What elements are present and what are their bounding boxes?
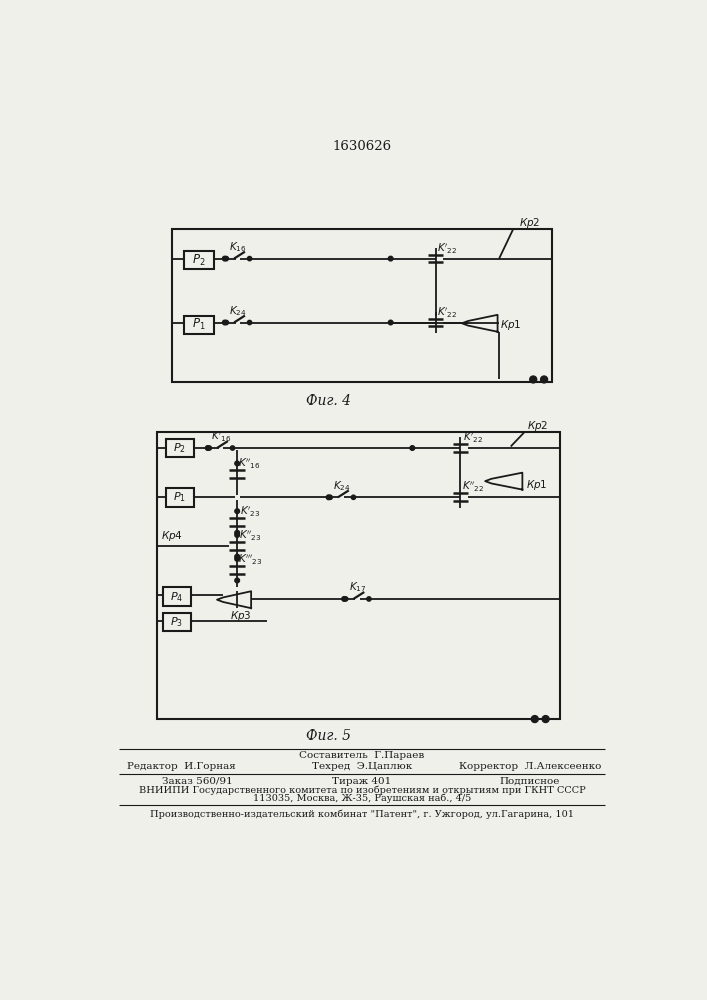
Circle shape (410, 446, 414, 450)
Text: $Кр3$: $Кр3$ (230, 609, 252, 623)
Text: $K'_{22}$: $K'_{22}$ (463, 431, 484, 445)
Circle shape (235, 533, 240, 537)
Text: Тираж 401: Тираж 401 (332, 777, 392, 786)
Text: $P_2$: $P_2$ (173, 441, 186, 455)
Text: $K''_{23}$: $K''_{23}$ (239, 529, 262, 543)
Circle shape (235, 509, 240, 513)
Circle shape (235, 530, 240, 535)
Text: $P_4$: $P_4$ (170, 590, 183, 604)
Text: $K_{24}$: $K_{24}$ (333, 479, 351, 493)
Circle shape (542, 716, 549, 723)
Circle shape (344, 597, 348, 601)
Text: Составитель  Г.Параев: Составитель Г.Параев (299, 751, 425, 760)
Bar (185, 251, 214, 269)
Text: $K'''_{23}$: $K'''_{23}$ (238, 553, 263, 567)
Circle shape (235, 557, 240, 561)
Circle shape (328, 495, 332, 499)
Bar (166, 488, 194, 507)
Circle shape (223, 320, 227, 325)
Text: $Кр1$: $Кр1$ (525, 478, 547, 492)
Circle shape (235, 461, 240, 466)
Text: $P_2$: $P_2$ (192, 253, 206, 268)
Text: $K'_{22}$: $K'_{22}$ (437, 305, 457, 320)
Text: Заказ 560/91: Заказ 560/91 (162, 777, 233, 786)
Circle shape (247, 320, 252, 325)
Text: $K'_{23}$: $K'_{23}$ (240, 505, 261, 519)
Text: Фиг. 5: Фиг. 5 (306, 729, 351, 743)
Bar (166, 439, 194, 457)
Circle shape (341, 597, 346, 601)
Circle shape (531, 716, 538, 723)
Text: $K'_{22}$: $K'_{22}$ (437, 241, 457, 256)
Circle shape (235, 554, 240, 559)
Bar (156, 432, 559, 719)
Circle shape (224, 320, 228, 325)
Text: $K_{24}$: $K_{24}$ (229, 304, 247, 318)
Bar (163, 613, 191, 631)
Circle shape (247, 256, 252, 261)
Bar (172, 229, 552, 382)
Text: $K_{17}$: $K_{17}$ (349, 580, 367, 594)
Text: $P_1$: $P_1$ (192, 317, 206, 332)
Bar (163, 587, 191, 606)
Text: ВНИИПИ Государственного комитета по изобретениям и открытиям при ГКНТ СССР: ВНИИПИ Государственного комитета по изоб… (139, 786, 585, 795)
Text: Техред  Э.Цаплюк: Техред Э.Цаплюк (312, 762, 412, 771)
Bar (185, 316, 214, 334)
Circle shape (224, 256, 228, 261)
Circle shape (388, 320, 393, 325)
Text: $Кр4$: $Кр4$ (161, 529, 183, 543)
Text: $K''_{22}$: $K''_{22}$ (462, 480, 485, 494)
Text: $P_3$: $P_3$ (170, 615, 183, 629)
Text: $Кр2$: $Кр2$ (527, 419, 549, 433)
Text: $K''_{16}$: $K''_{16}$ (238, 457, 261, 471)
Text: $Кр1$: $Кр1$ (500, 318, 522, 332)
Text: $K_{16}$: $K_{16}$ (229, 240, 247, 254)
Circle shape (530, 376, 537, 383)
Circle shape (541, 376, 547, 383)
Circle shape (327, 495, 331, 500)
Circle shape (367, 597, 371, 601)
Text: 1630626: 1630626 (332, 140, 392, 153)
Circle shape (351, 495, 356, 499)
Circle shape (223, 256, 227, 261)
Text: Подписное: Подписное (500, 777, 561, 786)
Text: Производственно-издательский комбинат "Патент", г. Ужгород, ул.Гагарина, 101: Производственно-издательский комбинат "П… (150, 809, 574, 819)
Text: 113035, Москва, Ж-35, Раушская наб., 4/5: 113035, Москва, Ж-35, Раушская наб., 4/5 (253, 794, 471, 803)
Text: Редактор  И.Горная: Редактор И.Горная (127, 762, 235, 771)
Circle shape (207, 446, 211, 450)
Circle shape (388, 256, 393, 261)
Text: Корректор  Л.Алексеенко: Корректор Л.Алексеенко (459, 762, 602, 771)
Text: $P_1$: $P_1$ (173, 490, 187, 504)
Circle shape (206, 446, 210, 450)
Text: $Кр2$: $Кр2$ (520, 216, 541, 230)
Text: Фиг. 4: Фиг. 4 (306, 394, 351, 408)
Circle shape (235, 578, 240, 583)
Circle shape (230, 446, 235, 450)
Text: $K'_{16}$: $K'_{16}$ (211, 429, 232, 444)
